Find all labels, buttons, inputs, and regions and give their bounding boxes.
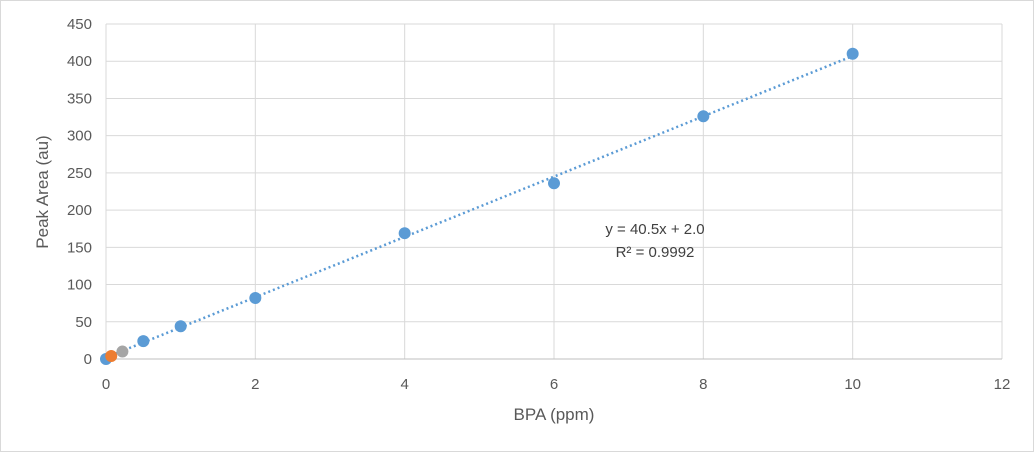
- data-point: [137, 335, 150, 348]
- data-point: [697, 110, 710, 123]
- y-tick-label: 300: [67, 128, 92, 145]
- x-tick-label: 2: [251, 376, 259, 393]
- y-tick-label: 50: [75, 314, 92, 331]
- y-tick-label: 100: [67, 277, 92, 294]
- trendline-equation: y = 40.5x + 2.0: [605, 221, 704, 238]
- data-point: [846, 47, 859, 60]
- x-tick-label: 10: [844, 376, 861, 393]
- y-tick-label: 350: [67, 90, 92, 107]
- x-tick-label: 6: [550, 376, 558, 393]
- y-tick-label: 150: [67, 239, 92, 256]
- y-tick-label: 0: [84, 351, 92, 368]
- data-point: [249, 291, 262, 304]
- x-tick-label: 0: [102, 376, 110, 393]
- y-tick-label: 400: [67, 53, 92, 70]
- y-axis-ticks: 0 50 100 150 200 250 300 350 400 450: [67, 16, 92, 368]
- x-axis-title: BPA (ppm): [514, 405, 595, 424]
- x-axis-ticks: 0 2 4 6 8 10 12: [102, 376, 1011, 393]
- data-points: [100, 47, 859, 365]
- x-tick-label: 12: [994, 376, 1011, 393]
- data-point: [548, 177, 560, 190]
- y-axis-title: Peak Area (au): [33, 135, 52, 248]
- y-tick-label: 250: [67, 165, 92, 182]
- trendline: [105, 54, 854, 359]
- data-point: [105, 350, 118, 363]
- r-squared-label: R² = 0.9992: [616, 244, 695, 261]
- data-point: [174, 320, 187, 333]
- data-point: [116, 345, 129, 358]
- y-tick-label: 200: [67, 202, 92, 219]
- x-tick-label: 4: [400, 376, 408, 393]
- data-point: [398, 227, 411, 240]
- gridlines: [105, 23, 1003, 359]
- x-tick-label: 8: [699, 376, 707, 393]
- y-tick-label: 450: [67, 16, 92, 33]
